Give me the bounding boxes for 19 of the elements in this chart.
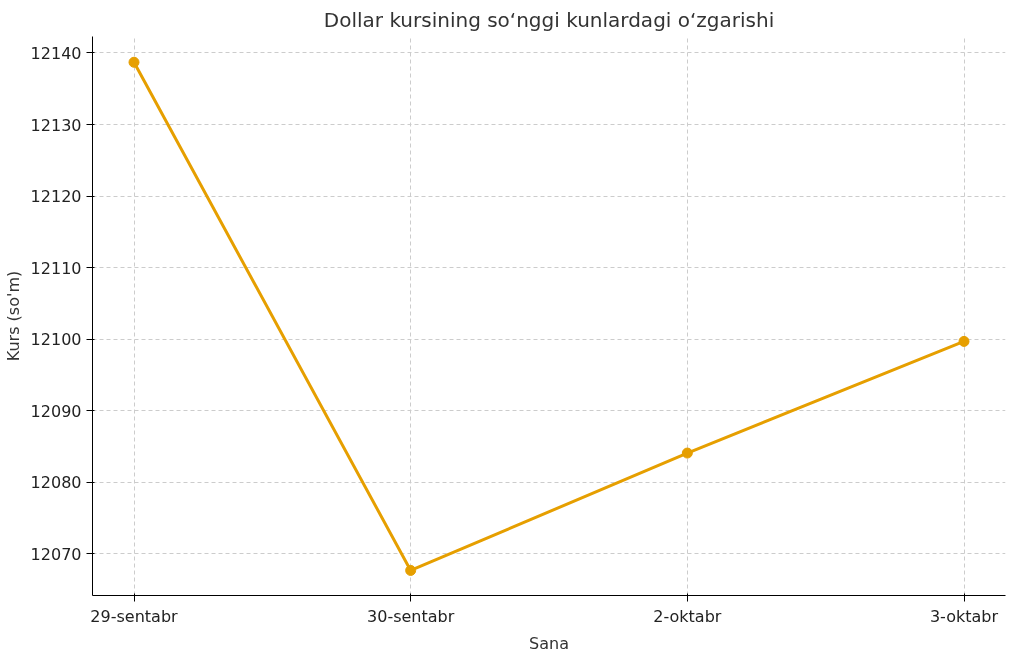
x-axis-title: Sana [529,633,569,653]
y-tick-label: 12080 [30,473,82,493]
x-tick-label: 29-sentabr [90,606,179,626]
y-tick-label: 12070 [30,544,82,564]
y-tick-label: 12090 [30,401,82,421]
y-tick-label: 12100 [30,330,82,350]
point [681,447,693,459]
x-tick-label: 3-oktabr [929,606,999,626]
chart-title: Dollar kursining so‘nggi kunlardagi o‘zgarishi [323,7,775,32]
y-tick-label: 12140 [30,43,82,63]
y-tick-label: 12130 [30,115,82,135]
x-tick-label: 30-sentabr [367,606,455,626]
x-tick-label: 2-oktabr [653,606,722,626]
point [958,335,970,347]
y-tick-label: 12110 [30,258,82,278]
point [128,56,140,68]
point [405,564,417,576]
y-tick-label: 12120 [30,187,82,207]
y-axis-title: Kurs (so'm) [3,270,23,362]
